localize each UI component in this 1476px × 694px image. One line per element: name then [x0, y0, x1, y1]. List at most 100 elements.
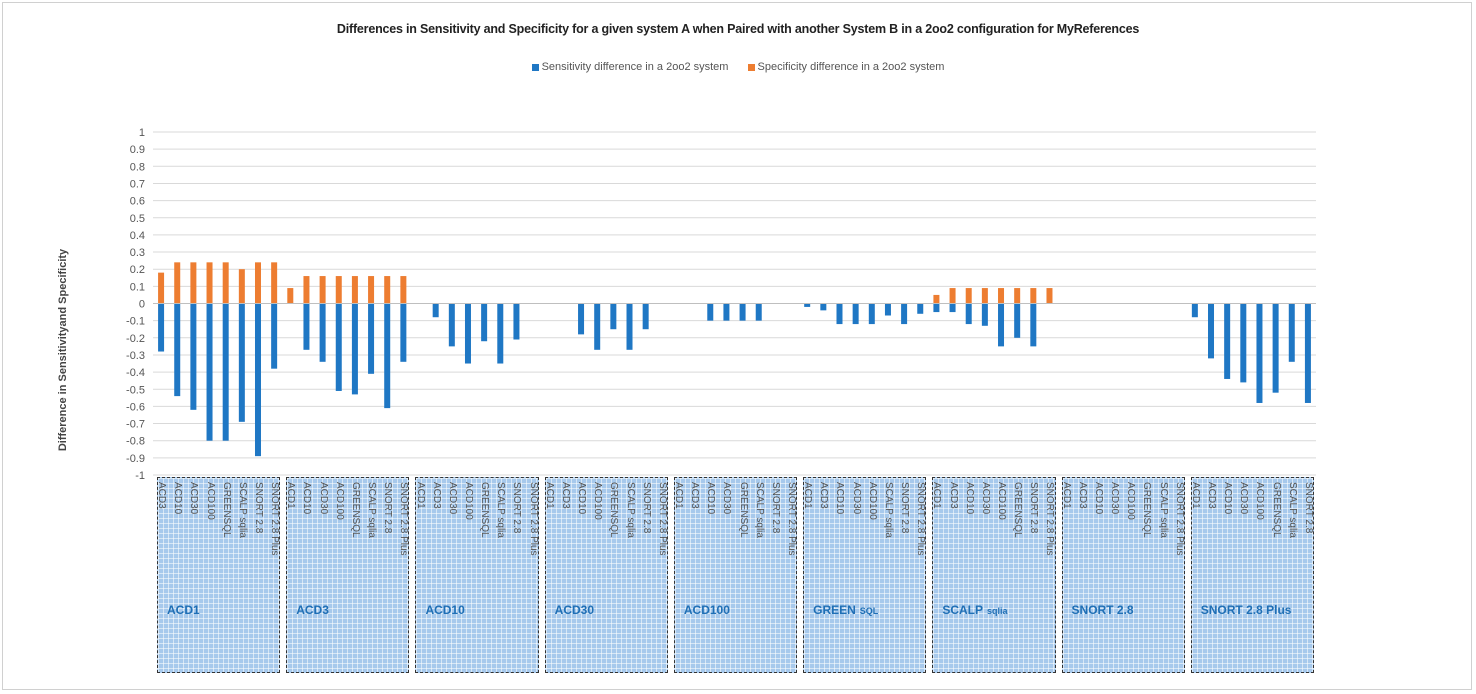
category-label: ACD1 — [285, 482, 297, 509]
group-label: SCALP sqlia — [933, 603, 1007, 617]
bar-sensitivity — [1272, 303, 1279, 393]
category-label: GREENSQL — [349, 482, 361, 538]
y-tick-label: 1 — [139, 127, 145, 139]
bar-specificity — [190, 262, 197, 304]
category-label: SNORT 2.8 Plus — [656, 482, 668, 556]
category-label: ACD30 — [446, 482, 458, 515]
bar-sensitivity — [351, 303, 358, 395]
category-label: ACD30 — [721, 482, 733, 515]
category-label: SNORT 2.8 — [511, 482, 523, 534]
bar-sensitivity — [998, 303, 1005, 347]
bar-sensitivity — [271, 303, 278, 369]
bar-specificity — [1046, 288, 1053, 304]
bar-sensitivity — [1256, 303, 1263, 403]
bar-sensitivity — [368, 303, 375, 374]
bar-specificity — [351, 276, 358, 304]
bar-sensitivity — [1304, 303, 1311, 403]
group-label-main: GREEN — [813, 603, 856, 617]
category-label: ACD1 — [543, 482, 555, 509]
group-panel: SCALP sqlia — [932, 477, 1056, 673]
bar-specificity — [206, 262, 213, 304]
category-label: ACD100 — [462, 482, 474, 520]
y-tick-label: -0.9 — [126, 453, 145, 465]
bar-specificity — [965, 288, 972, 304]
y-tick-label: 0.8 — [130, 161, 145, 173]
category-label: ACD1 — [672, 482, 684, 509]
bar-specificity — [222, 262, 229, 304]
bar-sensitivity — [384, 303, 391, 409]
category-label: ACD30 — [1109, 482, 1121, 515]
category-label: SNORT 2.8 — [769, 482, 781, 534]
bar-sensitivity — [626, 303, 633, 350]
category-label: SNORT 2.8 Plus — [398, 482, 410, 556]
y-tick-label: -0.8 — [126, 436, 145, 448]
bar-sensitivity — [1208, 303, 1215, 359]
bar-specificity — [949, 288, 956, 304]
category-label: ACD30 — [979, 482, 991, 515]
category-label: SNORT 2.8 Plus — [527, 482, 539, 556]
group-label-main: ACD3 — [296, 603, 329, 617]
category-label: ACD100 — [1254, 482, 1266, 520]
category-label: ACD30 — [850, 482, 862, 515]
bar-sensitivity — [174, 303, 181, 397]
group-panel: ACD100 — [673, 477, 798, 673]
bar-sensitivity — [594, 303, 601, 350]
group-panel: ACD10 — [415, 477, 539, 673]
legend: Sensitivity difference in a 2oo2 system … — [0, 61, 1476, 74]
category-label: SNORT 2.8 Plus — [269, 482, 281, 556]
bar-sensitivity — [933, 303, 940, 313]
category-label: ACD1 — [1189, 482, 1201, 509]
bar-sensitivity — [917, 303, 924, 314]
bar-sensitivity — [820, 303, 827, 311]
bar-specificity — [933, 294, 940, 304]
category-label: ACD100 — [1125, 482, 1137, 520]
category-label: ACD30 — [317, 482, 329, 515]
category-label: SCALP sqlia — [495, 482, 507, 538]
bar-sensitivity — [335, 303, 342, 391]
category-label: ACD10 — [705, 482, 717, 515]
legend-item-specificity: Specificity difference in a 2oo2 system — [747, 61, 944, 73]
y-tick-label: -0.2 — [126, 333, 145, 345]
category-label: ACD100 — [996, 482, 1008, 520]
group-label-sub: SQL — [859, 606, 879, 616]
y-tick-label: -0.3 — [126, 350, 145, 362]
y-tick-label: -0.6 — [126, 401, 145, 413]
category-label: GREENSQL — [220, 482, 232, 538]
bar-sensitivity — [303, 303, 310, 350]
category-label: ACD100 — [333, 482, 345, 520]
group-label: ACD10 — [416, 603, 464, 617]
group-panel: ACD1 — [157, 477, 281, 673]
category-label: SCALP sqlia — [1157, 482, 1169, 538]
category-label: ACD1 — [1060, 482, 1072, 509]
bar-sensitivity — [432, 303, 439, 318]
category-label: ACD3 — [156, 482, 168, 509]
group-label: ACD100 — [675, 603, 730, 617]
category-label: SNORT 2.8 — [640, 482, 652, 534]
category-label: ACD1 — [802, 482, 814, 509]
y-tick-label: 0.4 — [130, 230, 145, 242]
group-panel: SNORT 2.8 Plus — [1190, 477, 1314, 673]
y-tick-label: 0.1 — [130, 281, 145, 293]
bar-sensitivity — [804, 303, 811, 307]
bar-specificity — [303, 276, 310, 304]
bar-sensitivity — [707, 303, 714, 321]
category-label: SCALP sqlia — [753, 482, 765, 538]
group-label-sub: sqlia — [987, 606, 1008, 616]
category-label: GREENSQL — [1270, 482, 1282, 538]
category-label: SCALP sqlia — [1286, 482, 1298, 538]
y-tick-label: 0.3 — [130, 247, 145, 259]
legend-label-sensitivity: Sensitivity difference in a 2oo2 system — [541, 61, 729, 73]
group-label-main: ACD100 — [683, 603, 730, 617]
category-label: GREENSQL — [1141, 482, 1153, 538]
category-label: SCALP sqlia — [882, 482, 894, 538]
category-label: SNORT 2.8 Plus — [1173, 482, 1185, 556]
bar-specificity — [998, 288, 1005, 304]
bar-sensitivity — [642, 303, 649, 330]
category-label: SCALP sqlia — [366, 482, 378, 538]
bar-specificity — [335, 276, 342, 304]
category-label: SNORT 2.8 — [1028, 482, 1040, 534]
y-tick-label: -0.1 — [126, 316, 145, 328]
group-label-main: SNORT 2.8 Plus — [1200, 603, 1292, 617]
